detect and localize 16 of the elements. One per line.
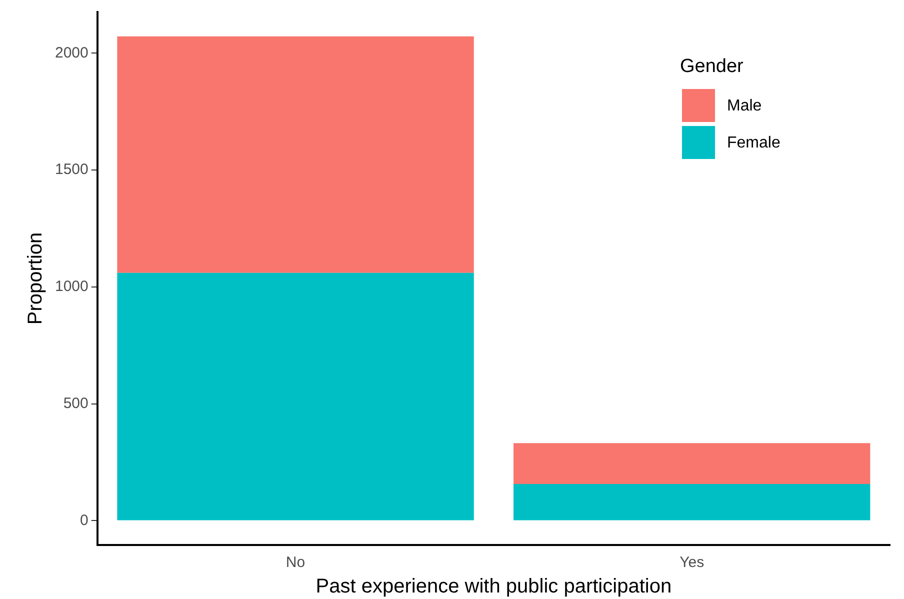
y-tick-label: 500 xyxy=(63,394,88,412)
bar xyxy=(117,272,474,520)
legend-label: Male xyxy=(727,97,762,114)
bar xyxy=(117,36,474,273)
x-axis-title: Past experience with public participation xyxy=(316,576,672,598)
legend-label: Female xyxy=(727,134,780,152)
legend-title: Gender xyxy=(680,56,744,78)
x-tick-label: Yes xyxy=(680,554,704,572)
y-tick-label: 1500 xyxy=(54,161,88,178)
y-tick-label: 1000 xyxy=(54,278,88,296)
y-axis-title: Proportion xyxy=(24,232,47,325)
bar xyxy=(514,484,870,520)
y-tick-label: 2000 xyxy=(54,44,88,62)
bar xyxy=(514,443,870,484)
y-tick-label: 0 xyxy=(80,512,88,529)
x-tick-label: No xyxy=(286,554,306,572)
